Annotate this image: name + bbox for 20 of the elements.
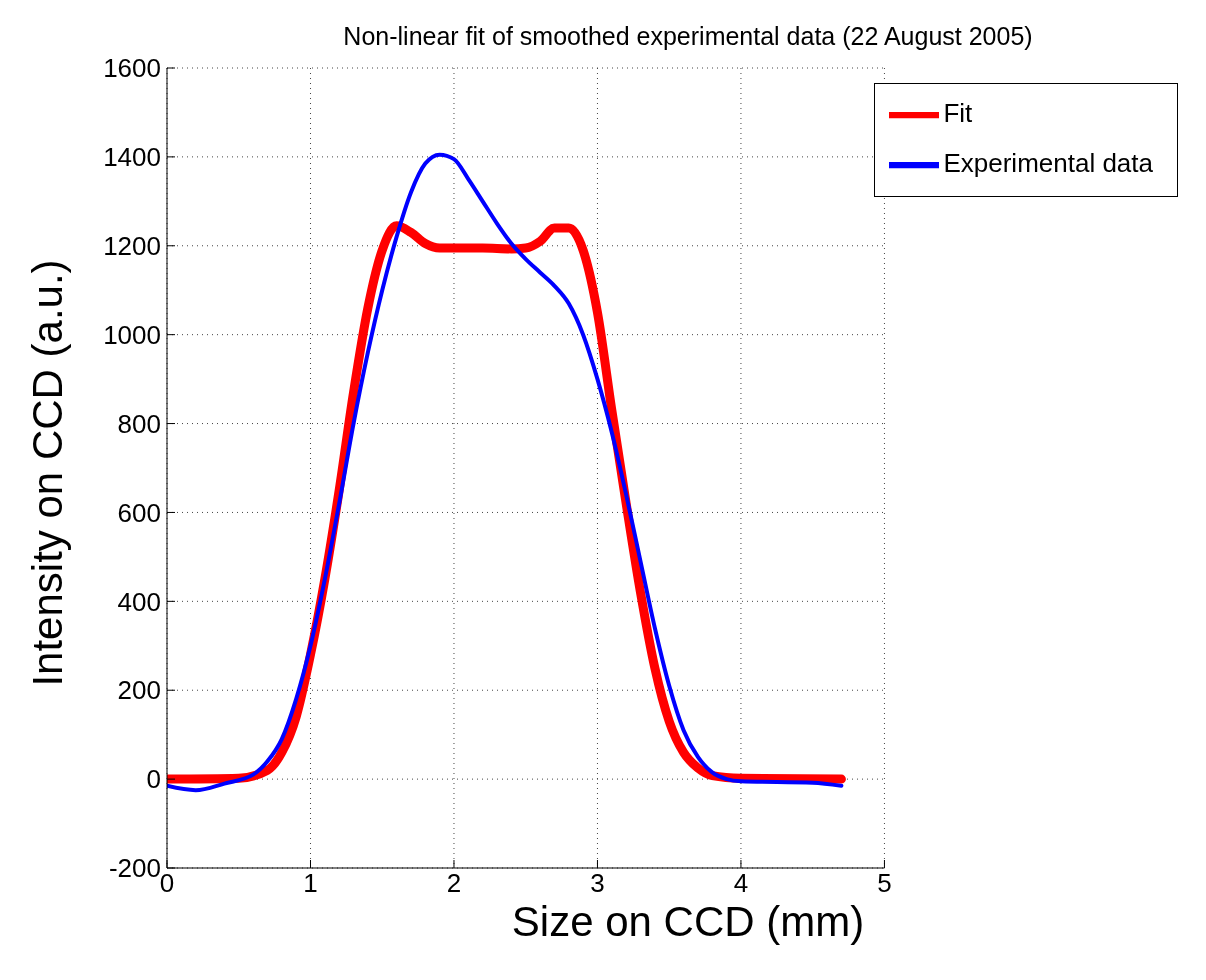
y-tick-label: -200 (108, 853, 161, 884)
x-tick-label: 1 (303, 868, 318, 899)
y-tick-label: 1000 (103, 319, 161, 350)
y-tick-label: 600 (117, 497, 161, 528)
y-tick-label: 400 (117, 586, 161, 617)
y-tick-label: 200 (117, 675, 161, 706)
y-tick-label: 0 (146, 764, 161, 795)
y-axis-title: Intensity on CCD (a.u.) (24, 259, 72, 687)
chart-title: Non-linear fit of smoothed experimental data (22 August 2005) (342, 22, 1034, 51)
x-tick-label: 4 (733, 868, 749, 899)
y-tick-label: 1200 (103, 231, 161, 262)
legend-label: Fit (943, 97, 973, 128)
x-axis-title: Size on CCD (mm) (510, 898, 866, 946)
x-tick-label: 5 (877, 868, 892, 899)
y-tick-label: 1400 (103, 142, 161, 173)
x-tick-label: 3 (590, 868, 605, 899)
y-tick-label: 1600 (103, 53, 161, 84)
legend-label: Experimental data (943, 147, 1153, 178)
y-tick-label: 800 (117, 408, 161, 439)
x-tick-label: 2 (446, 868, 462, 899)
